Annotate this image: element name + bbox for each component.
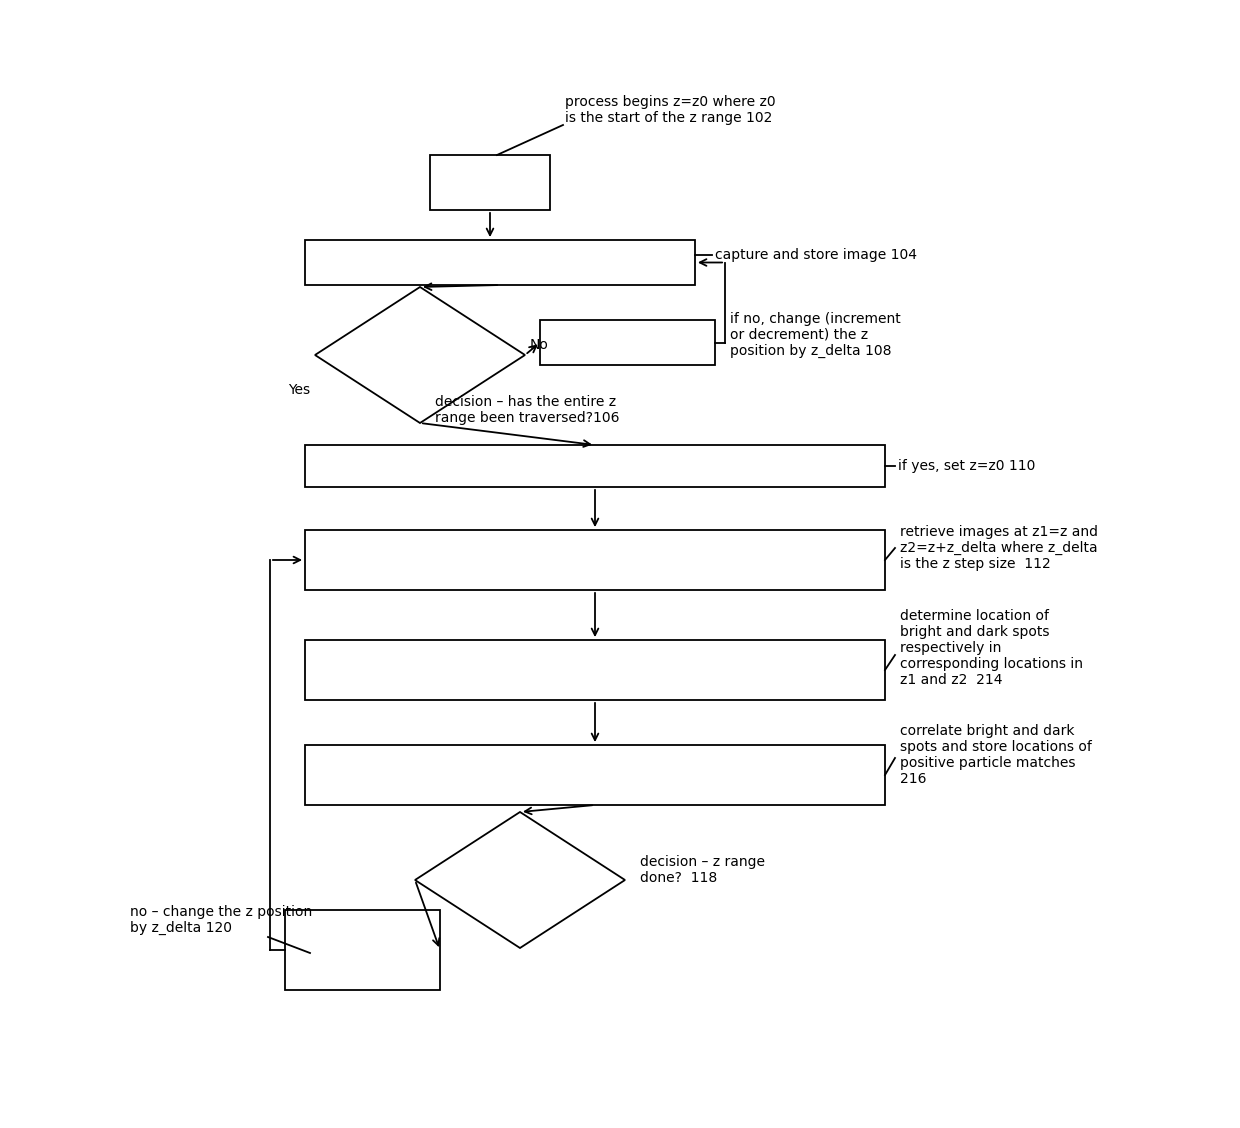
Bar — [305, 744, 885, 805]
Polygon shape — [315, 287, 525, 423]
Text: no – change the z position
by z_delta 120: no – change the z position by z_delta 12… — [130, 905, 312, 935]
Text: decision – has the entire z
range been traversed?106: decision – has the entire z range been t… — [435, 395, 620, 425]
Text: Yes: Yes — [288, 384, 310, 397]
Text: decision – z range
done?  118: decision – z range done? 118 — [640, 855, 765, 885]
Bar — [430, 155, 551, 210]
Text: determine location of
bright and dark spots
respectively in
corresponding locati: determine location of bright and dark sp… — [900, 609, 1083, 687]
Text: retrieve images at z1=z and
z2=z+z_delta where z_delta
is the z step size  112: retrieve images at z1=z and z2=z+z_delta… — [900, 525, 1097, 571]
Bar — [305, 240, 694, 285]
Bar — [539, 320, 715, 365]
Text: if no, change (increment
or decrement) the z
position by z_delta 108: if no, change (increment or decrement) t… — [730, 311, 900, 359]
Bar — [305, 640, 885, 700]
Bar — [305, 530, 885, 590]
Text: correlate bright and dark
spots and store locations of
positive particle matches: correlate bright and dark spots and stor… — [900, 724, 1092, 786]
Text: No: No — [529, 338, 549, 352]
Text: capture and store image 104: capture and store image 104 — [715, 248, 918, 262]
Polygon shape — [415, 812, 625, 948]
Text: process begins z=z0 where z0
is the start of the z range 102: process begins z=z0 where z0 is the star… — [565, 95, 776, 125]
Bar — [305, 446, 885, 487]
Text: if yes, set z=z0 110: if yes, set z=z0 110 — [898, 459, 1035, 473]
Bar — [285, 910, 440, 990]
